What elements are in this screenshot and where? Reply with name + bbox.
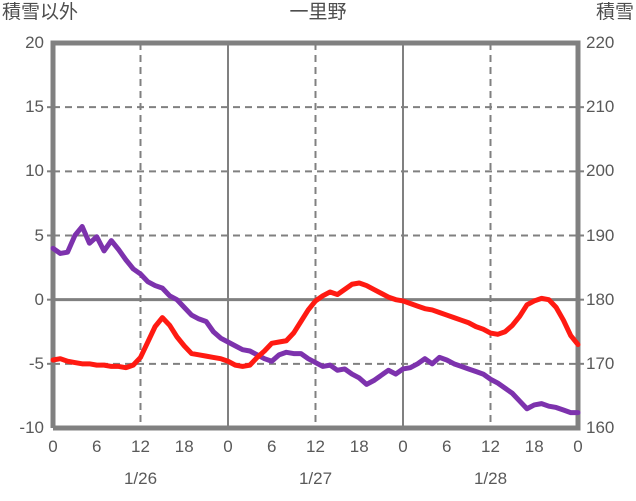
- y-axis-tick-right: 170: [586, 353, 615, 373]
- left-axis-title: 積雪以外: [2, 2, 79, 23]
- gridlines: [53, 43, 578, 428]
- x-axis-tick: 12: [481, 437, 500, 456]
- x-axis-tick: 0: [398, 437, 408, 456]
- x-axis-tick: 6: [267, 437, 277, 456]
- y-axis-tick-left: -5: [28, 353, 44, 373]
- x-axis-tick: 18: [174, 437, 194, 456]
- y-axis-tick-right: 200: [586, 161, 615, 181]
- x-axis-day-label: 1/26: [123, 469, 158, 488]
- series-line-1: [50, 224, 581, 416]
- x-axis-tick: 12: [131, 437, 150, 456]
- x-axis-tick: 12: [306, 437, 325, 456]
- x-axis-day-label: 1/27: [298, 469, 333, 488]
- y-axis-tick-left: 15: [25, 97, 44, 117]
- x-axis-tick: 18: [349, 437, 369, 456]
- y-axis-tick-left: 10: [25, 161, 44, 181]
- x-axis-tick: 0: [48, 437, 58, 456]
- series-line-2: [50, 280, 581, 371]
- x-axis-tick: 6: [92, 437, 102, 456]
- right-axis-title: 積雪: [595, 2, 634, 23]
- y-axis-tick-right: 220: [586, 33, 615, 52]
- axis-ticks: [47, 106, 584, 365]
- page-title: 一里野: [289, 2, 347, 23]
- x-axis-tick: 0: [223, 437, 233, 456]
- x-axis-day-label: 1/28: [473, 469, 508, 488]
- y-axis-tick-right: 190: [586, 225, 615, 245]
- x-axis-tick: 0: [573, 437, 583, 456]
- y-axis-tick-right: 160: [586, 418, 615, 437]
- y-axis-tick-right: 180: [586, 289, 615, 309]
- y-axis-tick-left: -10: [19, 418, 44, 437]
- data-series: [50, 224, 581, 416]
- x-axis-tick: 6: [442, 437, 452, 456]
- x-axis-tick: 18: [524, 437, 544, 456]
- y-axis-tick-right: 210: [586, 97, 615, 117]
- y-axis-tick-left: 20: [25, 33, 44, 52]
- y-axis-tick-left: 5: [34, 225, 44, 245]
- y-axis-tick-left: 0: [34, 289, 44, 309]
